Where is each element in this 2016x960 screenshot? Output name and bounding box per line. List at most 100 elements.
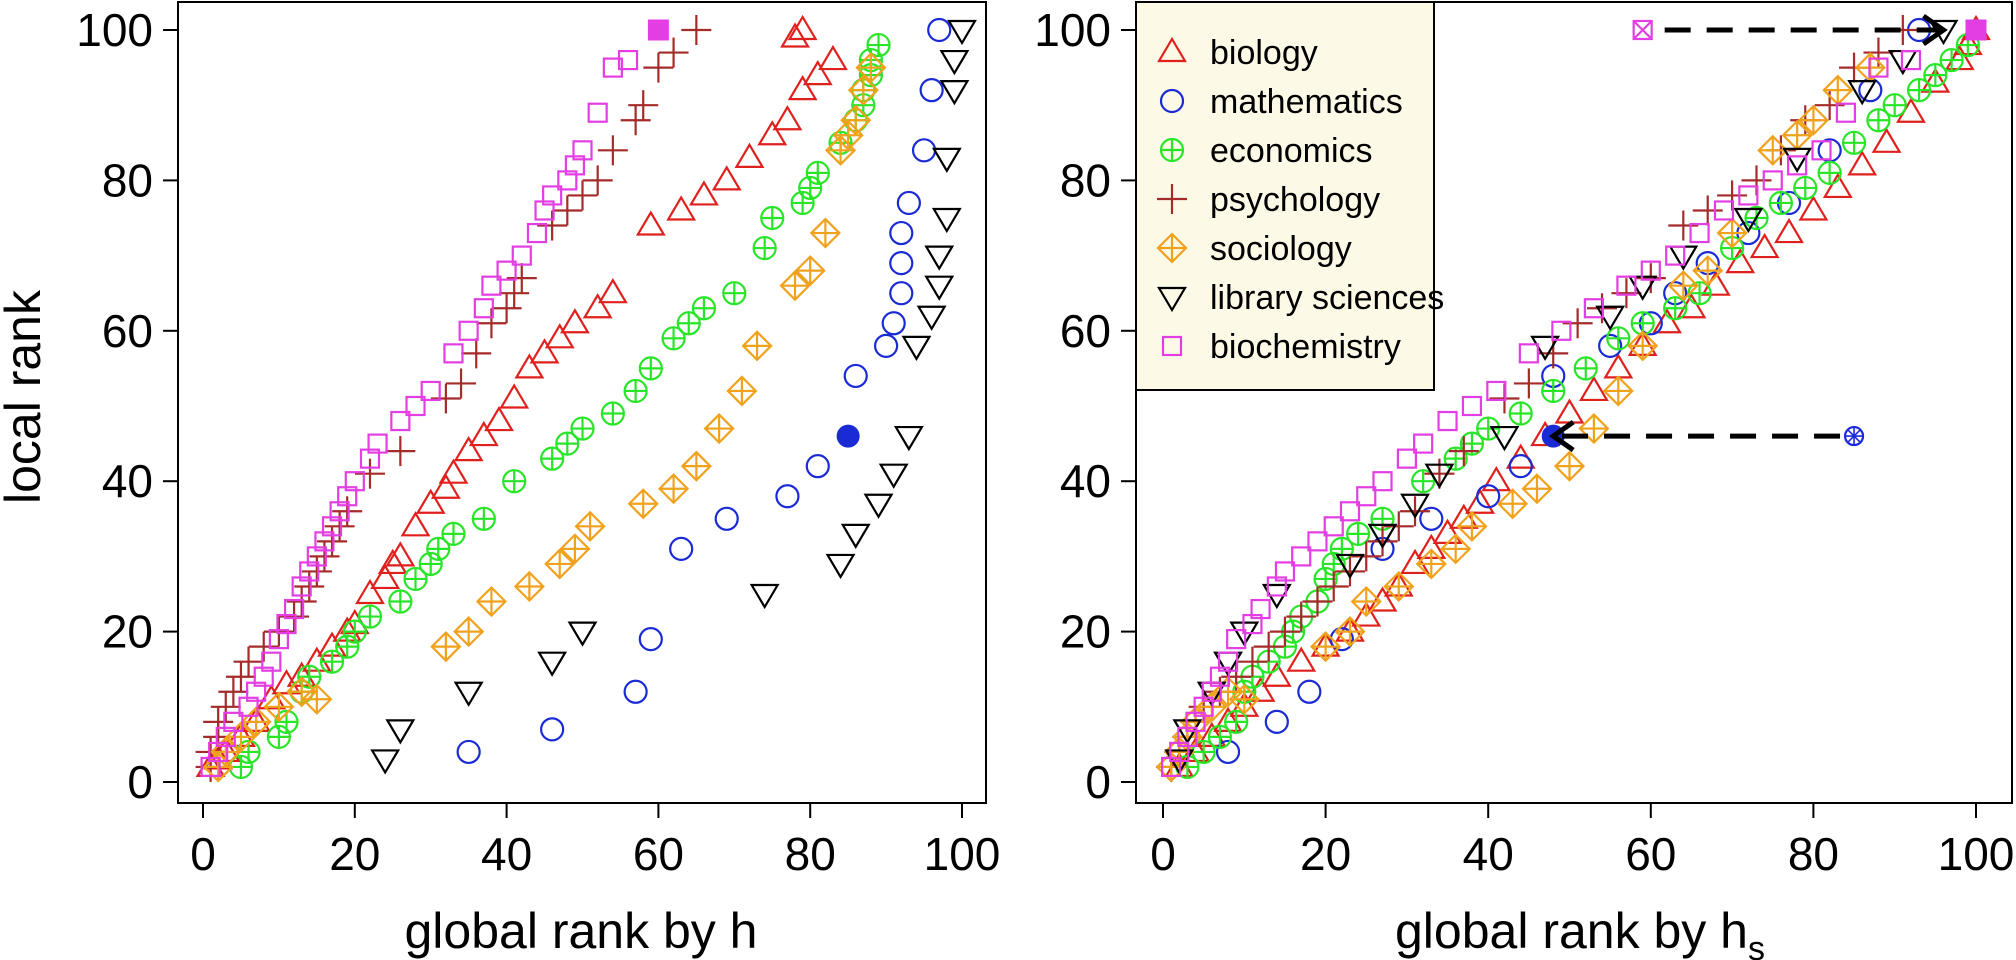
- legend-box: [1135, 1, 1435, 391]
- left-point-economics: [866, 32, 891, 58]
- left-plot-frame: [177, 1, 987, 804]
- left-point-psychology: [210, 691, 241, 722]
- right-point-economics: [1882, 93, 1907, 118]
- left-point-psychology: [301, 556, 332, 587]
- left-point-biochemistry: [283, 598, 305, 620]
- left-point-mathematics: [927, 17, 952, 43]
- right-point-biochemistry: [1323, 516, 1344, 537]
- right-point-biochemistry: [1250, 598, 1271, 620]
- right-point-sociology: [1578, 413, 1610, 445]
- legend-label-economics: economics: [1210, 132, 1373, 170]
- left-point-library-sciences: [749, 583, 780, 610]
- left-y-axis-title: local rank: [0, 289, 51, 504]
- left-point-psychology: [567, 180, 598, 211]
- left-point-economics: [691, 296, 717, 321]
- left-point-psychology: [225, 661, 256, 692]
- right-point-biology: [1774, 217, 1804, 244]
- left-point-biochemistry: [557, 170, 578, 191]
- right-point-economics: [1923, 63, 1948, 88]
- left-point-sociology: [627, 488, 659, 520]
- left-point-biochemistry: [238, 696, 259, 717]
- right-point-biology: [1749, 232, 1780, 259]
- right-point-sociology: [1627, 330, 1659, 362]
- left-point-psychology: [537, 210, 568, 241]
- right-point-sociology: [1667, 270, 1699, 302]
- right-point-biology: [1554, 398, 1585, 424]
- left-x-tick-label: 80: [785, 828, 836, 880]
- right-point-economics: [1793, 175, 1818, 201]
- left-point-mathematics: [889, 281, 914, 306]
- left-point-library-sciences: [840, 523, 871, 550]
- right-point-psychology: [1448, 436, 1479, 467]
- right-point-psychology: [1635, 263, 1666, 294]
- left-point-library-sciences: [931, 147, 962, 174]
- right-point-sociology: [1716, 217, 1748, 249]
- left-point-sociology: [809, 217, 841, 249]
- right-point-economics: [1508, 401, 1533, 426]
- left-point-sociology: [430, 631, 462, 663]
- left-point-mathematics: [805, 454, 830, 479]
- left-point-biochemistry: [443, 343, 464, 364]
- left-point-economics: [441, 521, 466, 546]
- right-point-psychology: [1383, 511, 1414, 542]
- left-x-tick-label: 20: [329, 828, 380, 880]
- left-series-library-sciences: [370, 19, 977, 775]
- left-point-psychology: [476, 308, 507, 339]
- right-point-biology: [1261, 661, 1292, 687]
- left-point-mathematics: [638, 627, 663, 652]
- left-point-biology: [818, 44, 848, 71]
- left-point-biochemistry: [526, 222, 548, 244]
- left-point-biochemistry: [511, 245, 532, 266]
- right-dashed-arrow: [1664, 13, 1948, 47]
- right-point-sociology: [1602, 375, 1634, 407]
- legend-label-mathematics: mathematics: [1210, 83, 1403, 121]
- right-point-biology: [1798, 195, 1829, 221]
- left-point-psychology: [430, 383, 461, 414]
- right-highlight-point-biochemistry: [1965, 19, 1987, 41]
- right-point-sociology: [1350, 585, 1382, 618]
- right-point-psychology: [1334, 556, 1365, 587]
- left-point-economics: [805, 160, 830, 185]
- right-point-psychology: [1351, 541, 1382, 572]
- left-point-library-sciences: [453, 681, 484, 707]
- left-point-psychology: [446, 368, 477, 399]
- left-point-biology: [370, 563, 401, 590]
- right-point-library-sciences: [1489, 425, 1520, 452]
- left-point-mathematics: [911, 138, 937, 163]
- right-series-biochemistry: [1161, 49, 1922, 778]
- left-point-economics: [335, 634, 360, 659]
- left-point-mathematics: [873, 333, 899, 358]
- right-point-biochemistry: [1274, 561, 1296, 582]
- right-point-mathematics: [1419, 506, 1444, 531]
- right-point-mathematics: [1508, 454, 1533, 479]
- right-point-sociology: [1521, 473, 1553, 505]
- left-point-sociology: [847, 74, 879, 106]
- left-point-economics: [342, 619, 367, 644]
- right-point-biology: [1822, 172, 1853, 199]
- left-point-economics: [570, 416, 595, 441]
- right-point-biology: [1367, 586, 1398, 612]
- left-point-psychology: [203, 706, 234, 737]
- left-point-biochemistry: [344, 471, 365, 492]
- right-point-economics: [1768, 190, 1793, 216]
- right-point-psychology: [1286, 601, 1317, 632]
- left-point-biochemistry: [367, 433, 388, 454]
- right-point-sociology: [1440, 533, 1472, 565]
- right-x-tick-label: 100: [1938, 828, 2015, 880]
- left-point-psychology: [506, 263, 537, 294]
- left-point-biochemistry: [390, 410, 411, 432]
- legend-marker-mathematics: [1159, 88, 1185, 114]
- right-point-mathematics: [1215, 739, 1241, 765]
- legend-marker-economics: [1159, 137, 1185, 163]
- legend-marker-biology: [1157, 36, 1187, 63]
- left-point-biology: [711, 165, 742, 191]
- right-point-biochemistry: [1437, 410, 1458, 432]
- left-point-economics: [752, 235, 777, 261]
- left-point-library-sciences: [537, 651, 568, 677]
- right-point-economics: [1329, 536, 1354, 561]
- right-point-biochemistry: [1486, 380, 1507, 402]
- left-point-mathematics: [889, 220, 914, 246]
- right-point-biochemistry: [1713, 200, 1735, 221]
- left-point-psychology: [218, 676, 249, 707]
- left-point-sociology: [741, 330, 773, 362]
